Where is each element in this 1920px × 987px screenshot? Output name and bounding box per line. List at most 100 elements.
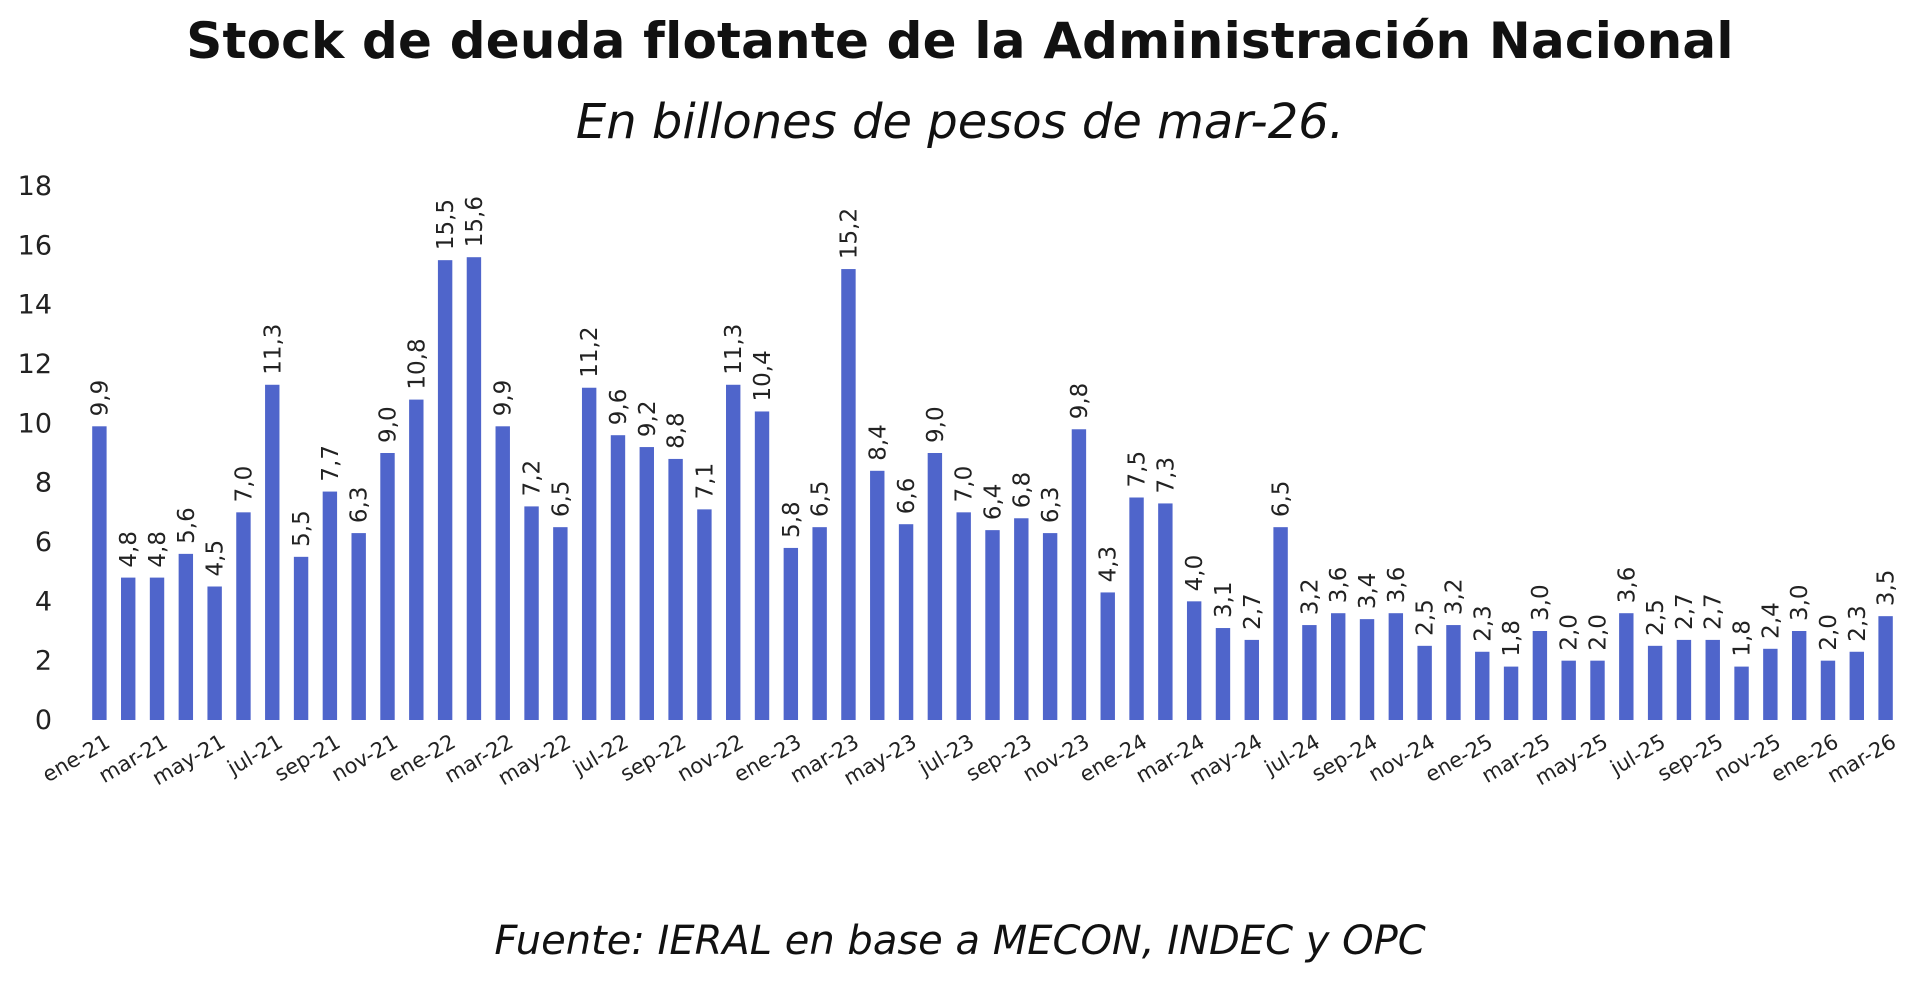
bar-ene-22 [437,260,453,720]
data-label-mar-22: 9,9 [491,380,517,417]
chart-subtitle: En billones de pesos de mar-26. [575,94,1345,150]
bar-oct-23 [1042,533,1058,720]
y-tick-label: 6 [35,527,52,558]
data-label-sep-24: 3,4 [1355,573,1381,610]
bar-feb-24 [1158,503,1173,720]
y-tick-label: 16 [18,230,52,261]
data-label-oct-22: 7,1 [692,463,718,500]
data-label-may-21: 4,5 [203,540,229,577]
bar-may-23 [898,524,914,720]
bar-jun-25 [1619,613,1634,720]
data-label-jul-24: 3,2 [1297,578,1323,615]
data-label-nov-23: 9,8 [1067,383,1093,420]
bar-jun-23 [927,453,943,720]
data-label-feb-26: 2,3 [1845,605,1871,642]
bar-ago-25 [1676,639,1692,720]
bar-oct-22 [697,509,712,720]
bar-ago-23 [985,530,1000,720]
data-label-mar-25: 3,0 [1528,584,1554,621]
bar-nov-22 [726,384,741,720]
data-label-mar-21: 4,8 [145,531,171,568]
data-labels: 9,94,8 4,85,64,57,011,35,57,76,39,010,815… [87,196,1899,657]
bar-mar-22 [495,426,510,720]
data-label-dic-24: 3,2 [1441,578,1467,615]
bar-dic-23 [1100,592,1115,720]
data-label-mar-23: 15,2 [836,208,862,259]
data-label-may-23: 6,6 [894,478,920,515]
data-label-nov-25: 2,4 [1758,602,1784,639]
data-label-jul-25: 2,5 [1643,599,1669,636]
bar-may-24 [1244,639,1259,720]
bar-may-25 [1590,660,1605,720]
bar-mar-25 [1532,631,1548,720]
bar-nov-24 [1417,645,1432,720]
data-label-mar-24: 4,0 [1182,555,1208,592]
data-label-jun-24: 6,5 [1269,481,1295,518]
bar-jul-21 [265,384,280,720]
data-label-abr-25: 2,0 [1557,614,1583,651]
bar-may-21 [207,586,222,720]
data-label-dic-25: 3,0 [1787,584,1813,621]
bar-oct-24 [1388,613,1404,720]
y-tick-label: 2 [35,646,52,677]
bar-mar-23 [841,269,856,720]
y-tick-label: 12 [18,349,52,380]
bar-sep-24 [1359,619,1375,720]
y-axis: 0 2 4 6 8 10 12 14 16 18 [18,171,52,736]
data-label-ago-24: 3,6 [1326,567,1352,604]
data-label-ene-26: 2,0 [1816,614,1842,651]
data-label-oct-21: 6,3 [347,487,373,524]
bar-feb-26 [1849,651,1864,720]
bar-feb-25 [1503,666,1519,720]
data-label-sep-25: 2,7 [1701,593,1727,630]
data-label-jun-23: 9,0 [923,406,949,443]
bar-nov-25 [1763,648,1778,720]
data-label-ene-22: 15,5 [433,199,459,250]
bar-feb-22 [466,257,482,720]
y-tick-label: 14 [18,290,52,321]
y-tick-label: 8 [35,468,52,499]
bar-dic-22 [754,411,770,720]
bar-abr-21 [178,553,194,720]
bar-feb-23 [812,527,827,720]
bar-jul-25 [1647,645,1663,720]
bar-sep-22 [668,458,683,720]
data-label-abr-24: 3,1 [1211,581,1237,618]
y-tick-label: 18 [18,171,52,202]
data-label-feb-22: 15,6 [462,196,488,247]
bars [92,257,1893,720]
y-tick-label: 4 [35,586,52,617]
bar-mar-24 [1186,601,1202,720]
bar-ene-25 [1475,651,1490,720]
bar-sep-21 [322,491,338,720]
data-label-ene-25: 2,3 [1470,605,1496,642]
data-label-ene-21: 9,9 [87,380,113,417]
bar-abr-22 [524,506,539,720]
bar-ago-21 [293,556,309,720]
bar-dic-25 [1791,631,1807,720]
data-label-jun-22: 11,2 [577,327,603,378]
data-label-jun-21: 7,0 [231,466,257,503]
data-label-may-24: 2,7 [1240,593,1266,630]
bar-dic-24 [1446,625,1461,720]
data-label-abr-23: 8,4 [865,424,891,461]
data-label-nov-22: 11,3 [721,324,747,375]
y-tick-label: 0 [35,705,52,736]
bar-jul-24 [1302,625,1317,720]
bar-ago-22 [639,447,654,720]
data-label-ago-22: 9,2 [635,400,661,437]
bar-sep-23 [1014,518,1029,720]
data-label-nov-24: 2,5 [1413,599,1439,636]
data-label-nov-21: 9,0 [376,406,402,443]
bar-jul-23 [956,512,971,720]
bar-ene-24 [1129,497,1144,720]
data-label-feb-24: 7,3 [1153,457,1179,494]
data-label-jul-22: 9,6 [606,389,632,426]
data-label-may-25: 2,0 [1586,614,1612,651]
source-note: Fuente: IERAL en base a MECON, INDEC y O… [494,918,1426,964]
bar-feb-21 [121,577,136,720]
data-label-jul-21: 11,3 [260,324,286,375]
bar-ene-23 [783,547,799,720]
data-label-may-22: 6,5 [548,481,574,518]
